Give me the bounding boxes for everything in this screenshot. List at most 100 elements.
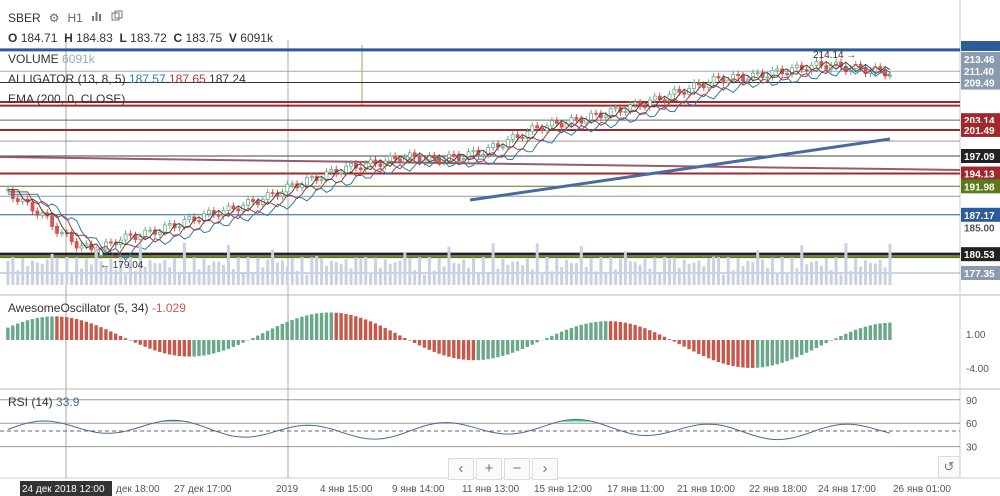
ao-bar bbox=[638, 326, 642, 340]
volume-bar bbox=[227, 244, 230, 285]
volume-bar bbox=[182, 243, 186, 285]
volume-bar bbox=[452, 262, 456, 285]
ao-bar bbox=[589, 322, 593, 340]
ao-bar bbox=[775, 340, 779, 365]
rsi-axis-label: 30 bbox=[966, 443, 978, 454]
volume-bar bbox=[604, 274, 608, 285]
candle-body bbox=[231, 205, 236, 210]
ao-bar bbox=[697, 340, 701, 354]
candle-body bbox=[206, 210, 211, 215]
ao-bar bbox=[118, 335, 123, 340]
ao-bar bbox=[403, 337, 407, 340]
ao-bar bbox=[824, 340, 828, 344]
volume-bar bbox=[21, 258, 25, 285]
zoom-out-button[interactable]: − bbox=[504, 458, 530, 480]
ao-legend[interactable]: AwesomeOscillator (5, 34) -1.029 bbox=[8, 301, 186, 315]
ao-bar bbox=[510, 340, 515, 353]
compare-icon[interactable] bbox=[111, 10, 123, 25]
candle-body bbox=[628, 104, 633, 112]
zoom-in-button[interactable]: + bbox=[476, 458, 502, 480]
candle-body bbox=[677, 88, 682, 93]
ao-bar bbox=[363, 319, 368, 340]
volume-bar bbox=[114, 269, 118, 285]
volume-bar bbox=[16, 270, 20, 285]
ao-name: AwesomeOscillator (5, 34) bbox=[8, 301, 149, 315]
candle-body bbox=[721, 77, 726, 84]
volume-bar bbox=[50, 253, 54, 285]
volume-bar bbox=[844, 243, 848, 285]
ao-bar bbox=[202, 340, 206, 356]
volume-bar bbox=[173, 257, 177, 285]
candle-body bbox=[476, 149, 481, 156]
ao-bar bbox=[868, 325, 872, 340]
ao-bar bbox=[721, 340, 725, 364]
volume-bar bbox=[442, 266, 446, 285]
ao-bar bbox=[594, 321, 598, 340]
volume-bar bbox=[712, 256, 716, 285]
close-value: 183.75 bbox=[185, 31, 223, 45]
scroll-left-button[interactable]: ‹ bbox=[448, 458, 474, 480]
alligator-jaw-line bbox=[8, 65, 891, 261]
candle-body bbox=[750, 72, 755, 80]
ao-bar bbox=[368, 321, 373, 340]
volume-bar bbox=[31, 260, 34, 285]
scroll-right-button[interactable]: › bbox=[532, 458, 558, 480]
volume-bar bbox=[555, 257, 559, 285]
volume-bar bbox=[785, 272, 789, 285]
reset-chart-button[interactable]: ↺ bbox=[938, 456, 960, 478]
ao-bar bbox=[555, 333, 559, 340]
rsi-legend[interactable]: RSI (14) 33.9 bbox=[8, 395, 79, 409]
ao-bar bbox=[373, 323, 378, 340]
ao-bar bbox=[300, 316, 304, 340]
candle-body bbox=[785, 73, 789, 76]
volume-bar bbox=[374, 257, 377, 285]
candle-body bbox=[643, 106, 647, 108]
volume-bar bbox=[878, 259, 882, 285]
candle-body bbox=[60, 232, 64, 235]
volume-bar bbox=[472, 257, 475, 285]
candle-body bbox=[398, 158, 402, 163]
ao-bar bbox=[133, 340, 137, 343]
ao-bar bbox=[334, 312, 338, 340]
alligator-teeth-line bbox=[8, 63, 891, 259]
ao-bar bbox=[491, 340, 495, 359]
ao-bar bbox=[780, 340, 784, 363]
interval-label[interactable]: H1 bbox=[67, 10, 83, 25]
volume-bar bbox=[138, 244, 142, 285]
volume-bar bbox=[756, 250, 760, 285]
ao-bar bbox=[702, 340, 706, 357]
alligator-legend[interactable]: ALLIGATOR (13, 8, 5) 187.57 187.65 187.2… bbox=[8, 72, 246, 86]
ao-bar bbox=[599, 321, 603, 340]
ao-bar bbox=[6, 327, 10, 340]
candle-body bbox=[471, 149, 476, 153]
volume-bar bbox=[271, 249, 275, 285]
ao-bar bbox=[192, 340, 196, 357]
candle-body bbox=[584, 119, 589, 124]
volume-bar bbox=[178, 271, 181, 285]
ao-bar bbox=[667, 339, 672, 340]
volume-bar bbox=[565, 260, 569, 285]
candle-body bbox=[726, 79, 731, 84]
alligator-name: ALLIGATOR (13, 8, 5) bbox=[8, 72, 126, 86]
volume-legend[interactable]: VOLUME 6091k bbox=[8, 52, 95, 66]
bars-icon[interactable] bbox=[91, 10, 103, 25]
ao-bar bbox=[457, 340, 461, 359]
ao-bar bbox=[741, 340, 745, 368]
price-tag bbox=[961, 247, 1000, 262]
rsi-axis-label: 60 bbox=[966, 419, 978, 430]
volume-bar bbox=[467, 267, 471, 285]
candle-body bbox=[309, 176, 314, 179]
ao-bar bbox=[746, 340, 750, 368]
ao-value: -1.029 bbox=[151, 301, 186, 315]
volume-bar bbox=[628, 261, 632, 285]
volume-bar bbox=[570, 263, 573, 285]
volume-bar bbox=[868, 262, 872, 285]
symbol-label[interactable]: SBER bbox=[8, 10, 41, 25]
ema-legend[interactable]: EMA (200, 0, CLOSE) bbox=[8, 92, 125, 106]
candle-body bbox=[197, 220, 202, 223]
volume-bar bbox=[751, 262, 755, 285]
gear-icon[interactable]: ⚙ bbox=[48, 10, 60, 25]
price-tag bbox=[961, 166, 1000, 181]
ao-bar bbox=[755, 340, 760, 368]
